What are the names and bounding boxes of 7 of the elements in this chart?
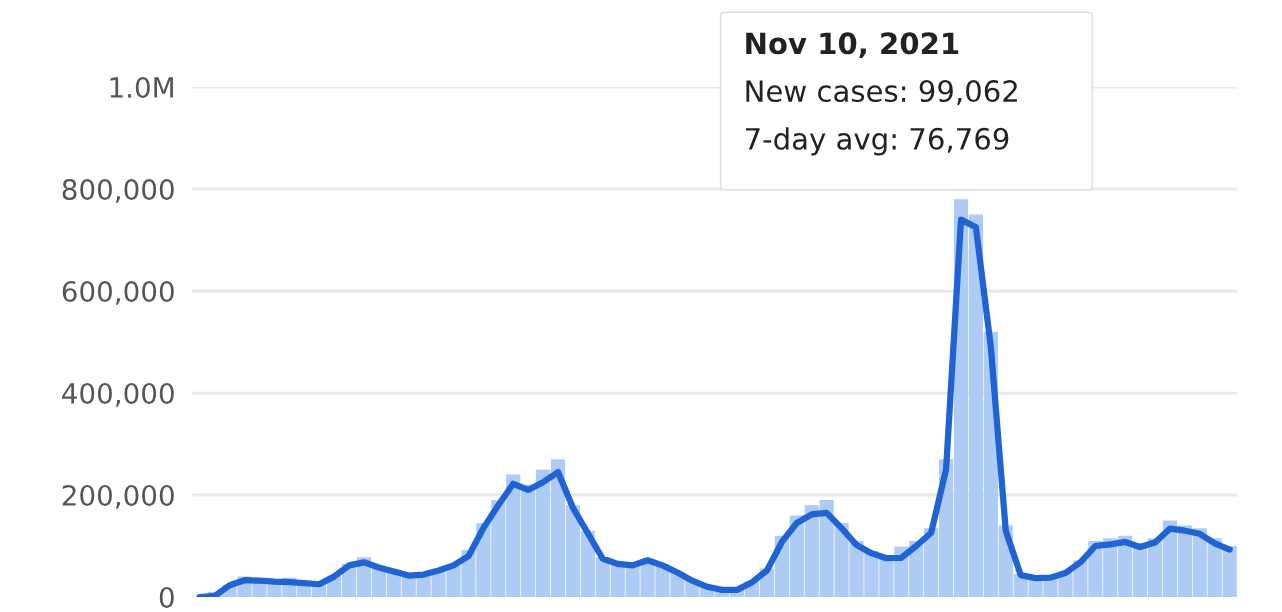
y-tick-label: 400,000 — [62, 382, 174, 407]
y-tick-label: 200,000 — [62, 484, 174, 509]
y-tick-label: 1.0M — [110, 76, 173, 98]
y-tick-label: 600,000 — [62, 280, 174, 305]
y-tick-label: 800,000 — [62, 178, 174, 203]
annotation: Nov 10, 2021 New cases: 99,062 7-day avg: 76,769 — [745, 32, 1017, 156]
y-tick-label: 0 — [159, 586, 174, 608]
